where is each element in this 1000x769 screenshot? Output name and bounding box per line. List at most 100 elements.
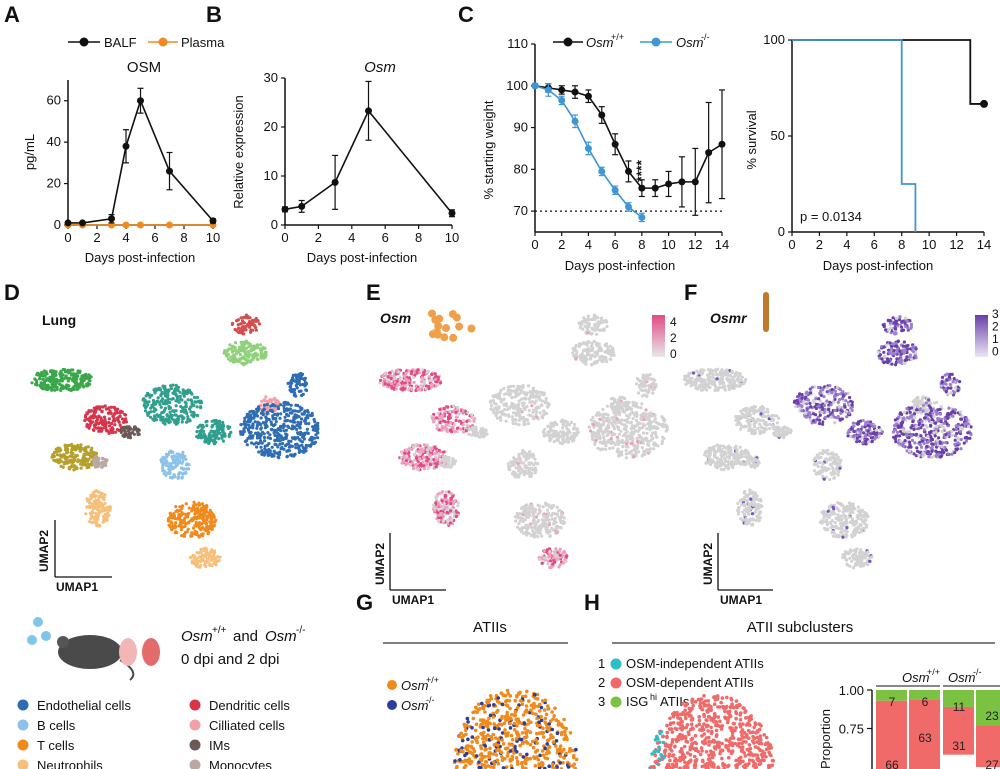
umap-cell xyxy=(84,452,88,456)
umap-cell xyxy=(558,553,562,557)
umap-cell xyxy=(546,508,550,512)
umap-cell xyxy=(617,454,621,458)
umap-cell xyxy=(253,420,257,424)
umap-cell xyxy=(645,378,649,382)
umap-cell xyxy=(614,412,618,416)
umap-cell xyxy=(179,471,183,475)
umap-cell xyxy=(272,454,276,458)
umap-cell xyxy=(87,426,91,430)
panel-letter-B: B xyxy=(206,2,222,27)
umap-cell xyxy=(602,327,606,331)
umap-cell xyxy=(85,412,89,416)
umap-cell xyxy=(437,502,441,506)
umap-cell xyxy=(535,534,540,538)
umap-cell xyxy=(423,444,427,448)
umap-cell xyxy=(444,410,448,414)
umap-cell xyxy=(401,388,405,392)
umap-cell xyxy=(305,427,309,431)
umap-cell xyxy=(168,406,173,410)
umap-cell xyxy=(625,442,629,446)
umap-cell xyxy=(210,527,214,531)
umap-cell xyxy=(180,534,184,538)
umap-cell xyxy=(210,511,214,515)
umap-cell xyxy=(172,516,176,520)
umap-cell xyxy=(900,320,904,324)
umap-cell xyxy=(230,322,234,326)
umap-cell xyxy=(379,378,383,382)
weight-wt-point xyxy=(665,180,673,188)
umap-cell xyxy=(450,425,454,429)
umap-cell xyxy=(180,475,184,479)
umap-cell xyxy=(197,399,201,403)
umap-cell xyxy=(604,343,608,347)
umap-cell xyxy=(438,491,442,495)
umap-cell xyxy=(602,441,606,445)
umap-cell xyxy=(195,551,199,555)
umap-cell xyxy=(167,464,171,468)
umap-cell xyxy=(103,418,107,422)
umap-cell xyxy=(54,373,58,377)
umap-cell xyxy=(587,425,591,429)
umap-cell xyxy=(510,396,514,400)
umap-cell xyxy=(66,383,70,388)
umap-cell xyxy=(270,428,274,432)
weight-ko-point xyxy=(598,167,606,175)
umap-cell xyxy=(190,534,194,538)
umap-cell xyxy=(531,521,535,525)
umap-cell xyxy=(642,449,646,453)
umap-cell xyxy=(88,374,92,378)
umap-cell xyxy=(248,342,252,347)
umap-cell xyxy=(262,435,267,440)
umap-cell xyxy=(606,440,610,444)
umap-cell xyxy=(513,417,517,421)
umap-cell xyxy=(582,316,586,320)
umap-cell xyxy=(198,534,202,538)
umap-cell xyxy=(154,402,158,406)
balf-point xyxy=(137,97,144,105)
umap-cell xyxy=(556,438,560,443)
umap-cell xyxy=(894,316,899,320)
x-tick-label: 10 xyxy=(206,230,220,245)
umap-cell xyxy=(546,430,550,434)
umap-cell xyxy=(84,463,88,467)
umap-cell xyxy=(404,377,408,382)
umap-cell xyxy=(558,519,563,523)
umap-cell xyxy=(430,446,434,450)
umap-cell xyxy=(650,383,654,387)
umap-cell xyxy=(514,466,518,470)
umap-cell xyxy=(69,458,73,462)
umap-cell xyxy=(437,519,441,524)
umap-cell xyxy=(427,445,431,449)
umap-cell xyxy=(527,467,531,471)
umap-cell xyxy=(451,459,455,463)
legend-balf-marker xyxy=(79,37,89,47)
umap-cell xyxy=(285,442,289,446)
umap-cell xyxy=(313,424,317,428)
umap-cell xyxy=(117,419,121,423)
y-tick-label: 20 xyxy=(47,176,61,191)
umap-cell xyxy=(253,324,257,328)
umap-cell xyxy=(420,380,424,384)
umap-cell xyxy=(259,427,263,431)
umap-cell xyxy=(444,505,448,509)
y-tick-label: 0 xyxy=(54,217,61,232)
umap-cell xyxy=(149,410,153,414)
umap-cell xyxy=(279,435,283,439)
umap-cell xyxy=(35,373,39,377)
umap-cell xyxy=(96,464,100,468)
umap-cell xyxy=(101,496,105,500)
umap-cell xyxy=(438,416,442,420)
umap-cell xyxy=(577,321,581,325)
umap-cell xyxy=(528,504,532,508)
umap-cell xyxy=(652,447,656,451)
umap-cell xyxy=(386,383,390,387)
umap-cell xyxy=(174,461,178,465)
umap-cell xyxy=(432,503,436,507)
umap-cell xyxy=(427,375,431,379)
umap-cell xyxy=(182,534,186,538)
chart-title: Osm xyxy=(364,59,396,76)
umap-cell xyxy=(80,374,84,378)
umap-cell xyxy=(441,519,446,523)
umap-cell xyxy=(252,355,256,359)
umap-cell xyxy=(605,433,609,438)
